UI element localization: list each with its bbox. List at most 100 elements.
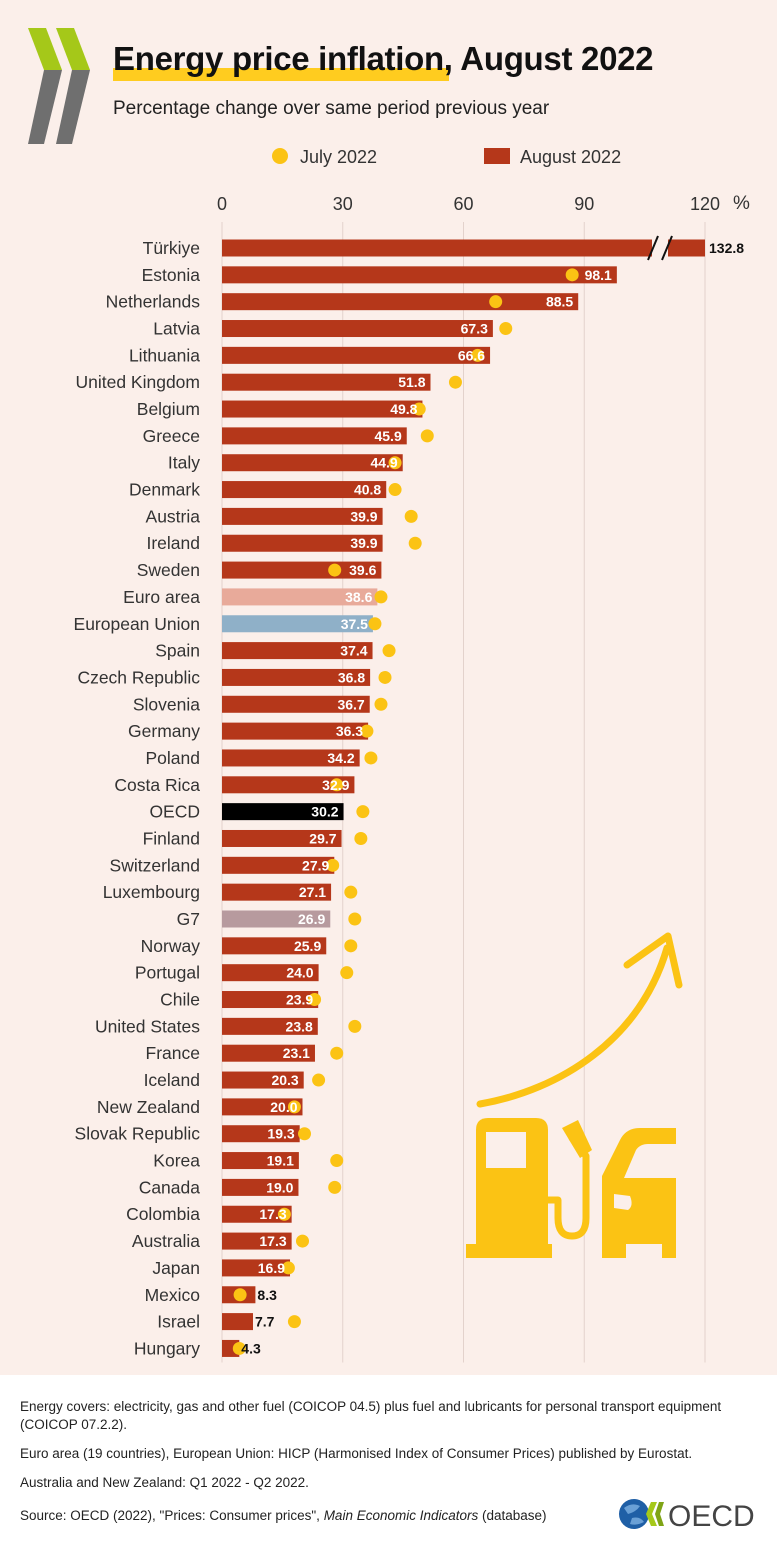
bar-value-label: 39.9 — [350, 535, 377, 551]
category-label: Slovak Republic — [75, 1124, 201, 1144]
july-dot — [312, 1073, 326, 1087]
bar-costa-rica — [222, 776, 355, 794]
bar-denmark — [222, 481, 387, 499]
july-dot — [448, 375, 462, 389]
july-dot — [344, 885, 358, 899]
july-dot — [330, 1046, 344, 1060]
title-highlight — [113, 68, 449, 81]
category-label: Belgium — [137, 399, 200, 419]
category-label: United Kingdom — [75, 372, 200, 392]
july-dot — [287, 1315, 301, 1329]
july-dot — [354, 831, 368, 845]
bar-value-label: 23.1 — [283, 1045, 310, 1061]
bar-australia — [222, 1232, 292, 1250]
oecd-logo-text: OECD — [668, 1500, 755, 1533]
july-dot — [388, 483, 402, 497]
bar-chile — [222, 991, 319, 1009]
x-tick-label: 90 — [574, 194, 594, 214]
bar-greece — [222, 427, 407, 445]
category-label: Türkiye — [143, 238, 200, 258]
category-label: Slovenia — [133, 694, 200, 714]
bar-value-label: 36.3 — [336, 723, 363, 739]
july-dot — [565, 268, 579, 282]
july-dot — [499, 322, 513, 336]
bar-t-rkiye — [222, 239, 705, 257]
note-aus-nz: Australia and New Zealand: Q1 2022 - Q2 … — [20, 1475, 309, 1490]
bar-value-label: 40.8 — [354, 482, 381, 498]
bar-chart: July 2022 August 2022 0 30 60 90 120% Türkiye… — [74, 147, 750, 1363]
bar-poland — [222, 749, 360, 767]
july-dot — [326, 858, 340, 872]
bar-israel — [222, 1313, 253, 1331]
bar-value-label: 8.3 — [257, 1287, 277, 1303]
july-dot — [348, 912, 362, 926]
bar-value-label: 38.6 — [345, 589, 372, 605]
car-icon — [602, 1128, 676, 1258]
category-label: Netherlands — [106, 292, 201, 312]
category-label: Iceland — [144, 1070, 200, 1090]
category-label: New Zealand — [97, 1097, 200, 1117]
bar-france — [222, 1044, 315, 1062]
bar-germany — [222, 722, 369, 740]
bar-estonia — [222, 266, 617, 284]
july-dot — [308, 993, 322, 1007]
x-axis: 0 30 60 90 120% — [217, 193, 750, 214]
category-label: United States — [95, 1016, 200, 1036]
bar-value-label: 36.7 — [337, 696, 364, 712]
category-label: Lithuania — [129, 345, 200, 365]
axis-break-mark — [647, 235, 673, 261]
bar-value-label: 36.8 — [338, 669, 365, 685]
bar-value-label: 49.8 — [390, 401, 417, 417]
bar-oecd — [222, 803, 344, 821]
bar-slovak-republic — [222, 1125, 300, 1143]
x-tick-label: 120 — [690, 194, 720, 214]
oecd-logo: OECD — [618, 1494, 758, 1539]
category-label: European Union — [74, 614, 200, 634]
july-dot — [330, 778, 344, 792]
july-dot — [368, 617, 382, 631]
note-energy: Energy covers: electricity, gas and othe… — [20, 1399, 722, 1432]
category-label: Estonia — [142, 265, 201, 285]
x-tick-label: 60 — [453, 194, 473, 214]
bar-value-label: 32.9 — [322, 777, 349, 793]
bar-slovenia — [222, 695, 370, 713]
category-label: Norway — [141, 936, 201, 956]
source-italic: Main Economic Indicators — [323, 1508, 479, 1523]
bar-lithuania — [222, 346, 491, 364]
bar-value-label: 37.4 — [340, 643, 367, 659]
category-label: Chile — [160, 990, 200, 1010]
category-label: Italy — [168, 453, 200, 473]
bar-value-label: 39.6 — [349, 562, 376, 578]
category-label: Australia — [132, 1231, 200, 1251]
bar-netherlands — [222, 293, 579, 311]
bar-value-label: 45.9 — [374, 428, 401, 444]
bar-finland — [222, 829, 342, 847]
category-label: Austria — [146, 506, 201, 526]
july-dot — [408, 536, 422, 550]
july-dot — [404, 509, 418, 523]
category-label: Ireland — [146, 533, 200, 553]
category-label: Sweden — [137, 560, 200, 580]
july-dot — [281, 1261, 295, 1275]
bar-value-label: 23.9 — [286, 992, 313, 1008]
july-dot — [344, 939, 358, 953]
category-label: Denmark — [129, 480, 200, 500]
july-dot — [356, 805, 370, 819]
bar-iceland — [222, 1071, 304, 1089]
legend-august-label: August 2022 — [520, 147, 621, 167]
bar-value-label: 26.9 — [298, 911, 325, 927]
bar-euro-area — [222, 588, 378, 606]
bar-value-label: 17.3 — [259, 1206, 286, 1222]
bar-japan — [222, 1259, 291, 1277]
july-dot — [277, 1207, 291, 1221]
bar-value-label: 30.2 — [311, 804, 338, 820]
rising-arrow-icon — [476, 932, 683, 1108]
category-label: Korea — [153, 1151, 200, 1171]
july-dot — [232, 1341, 246, 1355]
category-label: Czech Republic — [77, 667, 200, 687]
bar-value-label: 17.3 — [259, 1233, 286, 1249]
bar-switzerland — [222, 856, 335, 874]
title-block: Energy price inflation, August 2022 — [113, 40, 654, 81]
category-label: Poland — [146, 748, 201, 768]
bar-value-label: 67.3 — [461, 321, 488, 337]
